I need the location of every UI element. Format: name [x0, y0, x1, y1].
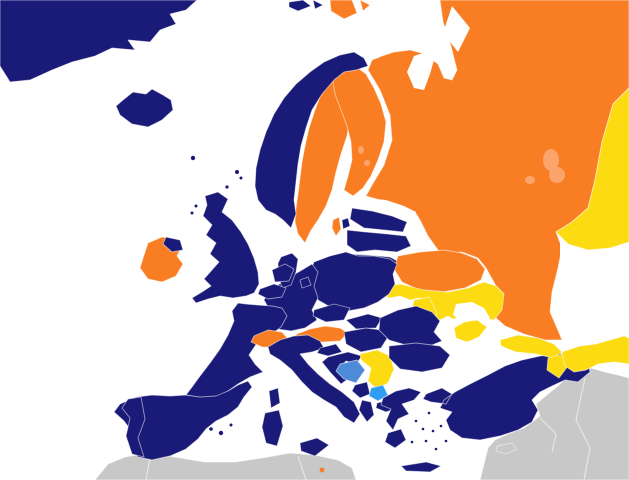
- island-cyprus: [495, 442, 518, 455]
- country-norway: [254, 51, 369, 229]
- country-north-africa: [94, 452, 357, 480]
- country-sweden: [294, 77, 351, 244]
- country-greece: [380, 387, 422, 431]
- country-hungary: [343, 327, 389, 353]
- danish-islands: [299, 276, 312, 289]
- country-estonia: [349, 207, 408, 233]
- country-italy: [267, 334, 361, 424]
- aegean-island: [439, 424, 443, 428]
- lake-finland-1: [358, 146, 364, 154]
- country-iceland: [115, 88, 174, 128]
- country-portugal: [121, 396, 146, 458]
- region-peloponnese: [384, 428, 407, 449]
- aegean-island: [444, 439, 448, 443]
- country-turkey: [422, 352, 591, 441]
- country-latvia: [346, 229, 412, 253]
- border-line-morocco-algeria: [145, 457, 151, 480]
- island-malta: [319, 467, 325, 473]
- island-hebrides-2: [190, 211, 194, 215]
- island-shetland-2: [239, 176, 243, 180]
- lake-onega: [543, 149, 559, 171]
- country-belgium: [257, 283, 287, 300]
- lake-small-russia: [525, 176, 535, 184]
- island-crete: [400, 461, 442, 473]
- country-bosnia: [335, 359, 366, 384]
- island-balearic-3: [229, 423, 233, 427]
- island-gotland: [331, 216, 342, 237]
- border-line-syria-iraq: [539, 417, 557, 453]
- country-romania: [378, 305, 443, 348]
- lake-ladoga: [549, 167, 565, 183]
- country-montenegro: [351, 381, 371, 399]
- island-hebrides-1: [194, 204, 198, 208]
- region-crimea: [453, 319, 488, 343]
- aegean-island: [424, 439, 428, 443]
- country-azerbaijan: [561, 335, 629, 373]
- island-faroe: [190, 155, 196, 161]
- aegean-island: [427, 411, 431, 415]
- country-united-kingdom: [191, 191, 260, 304]
- country-finland: [331, 67, 387, 197]
- country-netherlands: [271, 263, 295, 283]
- gulf-of-finland: [348, 198, 416, 218]
- border-line-algeria-tunisia: [297, 455, 307, 480]
- aegean-island: [414, 419, 418, 423]
- island-balearic-2: [218, 430, 224, 436]
- island-orkney: [225, 185, 229, 189]
- region-northern-ireland: [162, 236, 184, 253]
- aegean-islands: [410, 411, 448, 451]
- aegean-island: [434, 447, 438, 451]
- kara-sea-channel: [443, 6, 470, 52]
- caspian-sea: [560, 240, 629, 347]
- island-saaremaa: [341, 217, 351, 230]
- country-albania: [358, 399, 375, 423]
- aegean-island: [421, 427, 425, 431]
- country-bulgaria: [388, 342, 451, 373]
- country-slovenia: [316, 343, 343, 357]
- lake-finland-2: [364, 160, 370, 166]
- island-sicily: [299, 437, 330, 457]
- border-line-iraq-iran: [575, 377, 591, 480]
- island-corsica: [268, 387, 281, 409]
- country-kazakhstan: [555, 87, 629, 251]
- island-sardinia: [261, 409, 284, 447]
- country-poland: [309, 251, 398, 312]
- country-greenland: [0, 0, 198, 83]
- country-czechia: [312, 303, 351, 323]
- aegean-island: [431, 429, 435, 433]
- country-armenia: [546, 353, 569, 379]
- white-sea: [407, 52, 434, 90]
- russian-arctic-islands: [329, 0, 371, 20]
- country-middle-east: [479, 367, 629, 480]
- island-shetland: [235, 170, 239, 174]
- country-belarus: [393, 249, 486, 293]
- country-svalbard: [288, 0, 324, 12]
- aegean-island: [410, 440, 414, 444]
- island-balearic-1: [209, 427, 213, 431]
- country-slovakia: [345, 313, 383, 330]
- country-france: [185, 302, 288, 399]
